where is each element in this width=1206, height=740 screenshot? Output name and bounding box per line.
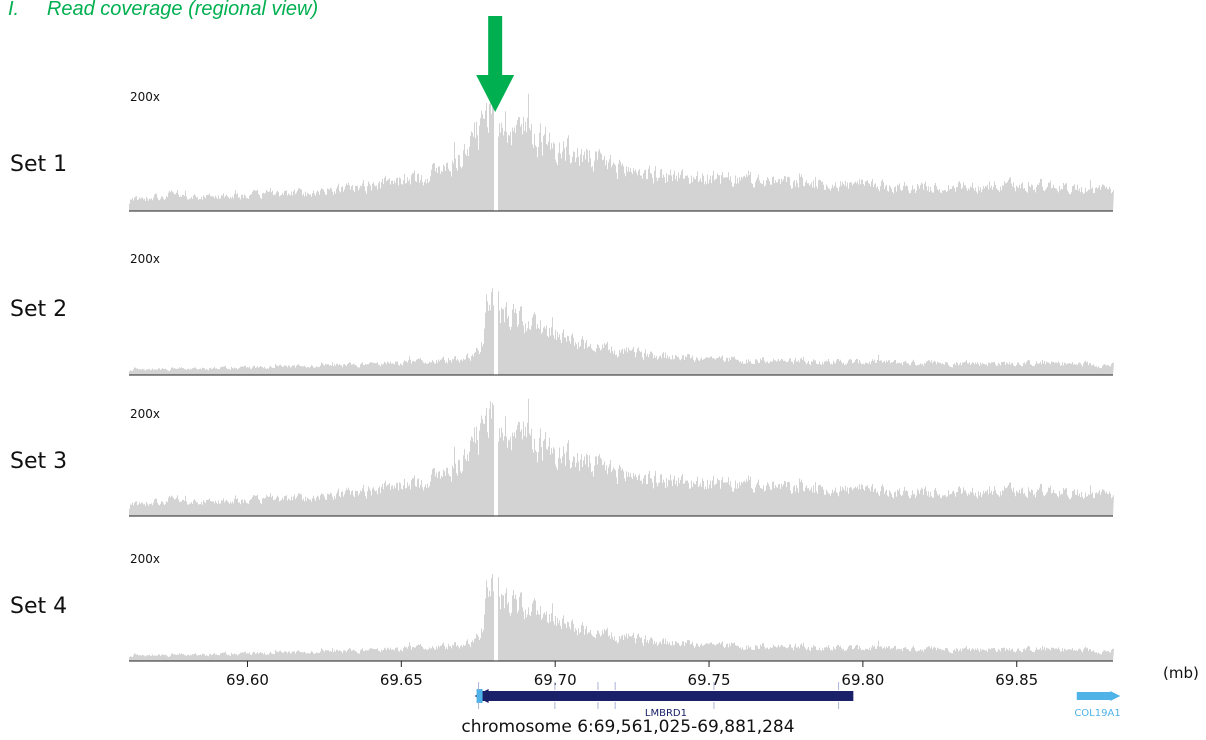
x-axis-region-label: chromosome 6:69,561,025-69,881,284 bbox=[461, 717, 795, 737]
highlight-arrow-shaft bbox=[488, 16, 503, 76]
gene-utr-marker bbox=[476, 689, 483, 703]
x-tick-label: 69.65 bbox=[380, 671, 423, 689]
gene-label-col19a1: COL19A1 bbox=[1074, 708, 1120, 719]
x-tick-label: 69.60 bbox=[226, 671, 269, 689]
coverage-area-1 bbox=[129, 93, 1114, 211]
x-tick-label: 69.85 bbox=[995, 671, 1038, 689]
track-label-set-3: Set 3 bbox=[10, 449, 68, 474]
gene-strand-arrow bbox=[1110, 691, 1121, 701]
coverage-area-4 bbox=[129, 574, 1114, 661]
track-scale-label: 200x bbox=[130, 90, 161, 104]
track-scale-label: 200x bbox=[130, 252, 161, 266]
track-scale-label: 200x bbox=[130, 407, 161, 421]
x-axis-unit: (mb) bbox=[1163, 664, 1199, 682]
highlight-arrow-head bbox=[476, 75, 515, 112]
gene-body-col19a1 bbox=[1076, 692, 1113, 700]
coverage-area-3 bbox=[129, 398, 1114, 516]
track-scale-label: 200x bbox=[130, 552, 161, 566]
x-tick-label: 69.80 bbox=[841, 671, 884, 689]
track-label-set-2: Set 2 bbox=[10, 297, 68, 322]
gene-label-lmbrd1: LMBRD1 bbox=[645, 708, 687, 719]
track-label-set-4: Set 4 bbox=[10, 594, 68, 619]
x-tick-label: 69.75 bbox=[688, 671, 731, 689]
track-label-set-1: Set 1 bbox=[10, 152, 68, 177]
panel-title: I. Read coverage (regional view) bbox=[8, 0, 319, 20]
gene-body-lmbrd1 bbox=[478, 691, 854, 701]
x-tick-label: 69.70 bbox=[534, 671, 577, 689]
coverage-area-2 bbox=[129, 288, 1114, 375]
